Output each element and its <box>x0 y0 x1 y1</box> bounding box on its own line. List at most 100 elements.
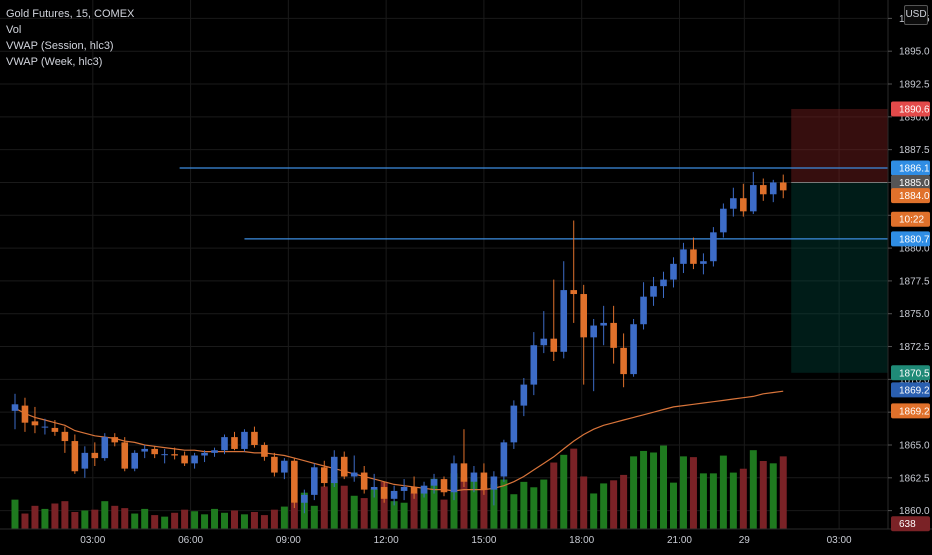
candle <box>91 442 99 466</box>
candle-body <box>700 261 707 264</box>
time-tick-label: 15:00 <box>471 535 496 546</box>
price-tick-label: 1860.0 <box>899 506 930 517</box>
candle <box>750 171 757 214</box>
volume-bar <box>71 512 79 529</box>
legend-vwap-week[interactable]: VWAP (Week, hlc3) <box>6 56 103 68</box>
candle-body <box>11 404 19 411</box>
candle-body <box>590 325 597 338</box>
candle <box>281 458 288 480</box>
candle <box>779 174 787 199</box>
candle <box>21 397 29 432</box>
volume-bar <box>81 510 89 529</box>
candle <box>420 481 428 498</box>
price-tick-label: 1880.0 <box>899 244 930 255</box>
candle-body <box>340 456 348 477</box>
candle <box>380 481 388 503</box>
volume-bar <box>650 452 658 529</box>
candle-body <box>740 198 747 212</box>
candle-body <box>261 444 268 457</box>
candle <box>201 450 208 463</box>
price-label-box <box>891 382 930 398</box>
candle-body <box>360 472 368 490</box>
volume-bar <box>769 463 777 529</box>
candle <box>141 444 148 459</box>
volume-bar <box>610 480 618 529</box>
price-tick-label: 1865.0 <box>899 440 930 451</box>
volume-bar <box>510 494 518 529</box>
candle-body <box>380 486 388 499</box>
candle-body <box>320 467 328 484</box>
candle <box>590 318 597 392</box>
volume-bar <box>21 513 29 529</box>
volume-bar <box>590 493 598 529</box>
volume-bar <box>490 484 498 529</box>
candle <box>370 473 378 498</box>
volume-bar <box>290 502 298 529</box>
chart-legend: Gold Futures, 15, COMEX Vol VWAP (Sessio… <box>6 6 134 70</box>
candle-body <box>281 460 288 473</box>
candle-body <box>330 456 338 484</box>
candle <box>181 451 188 466</box>
candle <box>490 471 498 506</box>
price-label-box <box>891 160 930 176</box>
candle <box>350 455 358 482</box>
candle <box>540 311 548 354</box>
candle-body <box>660 279 667 287</box>
candle <box>330 450 338 487</box>
candle <box>161 448 168 464</box>
candle <box>311 463 318 501</box>
take-profit-zone <box>791 182 888 373</box>
volume-bar <box>270 509 278 529</box>
volume-bar <box>191 511 199 529</box>
price-label: 1885.0 <box>899 178 930 189</box>
candle-body <box>550 338 558 352</box>
legend-vol[interactable]: Vol <box>6 24 22 36</box>
candle-body <box>520 384 528 406</box>
price-tick-label: 1870.0 <box>899 375 930 386</box>
volume-bar <box>480 487 488 529</box>
candle <box>71 434 79 474</box>
price-label: 1870.5 <box>899 368 930 379</box>
candle-body <box>490 476 498 490</box>
candle <box>759 178 767 201</box>
currency-button[interactable]: USD <box>904 5 928 25</box>
volume-bar <box>580 476 588 529</box>
volume-bar <box>240 514 248 529</box>
legend-vwap-session[interactable]: VWAP (Session, hlc3) <box>6 40 114 52</box>
candle-body <box>670 263 677 280</box>
candle-body <box>21 405 29 423</box>
candle-body <box>221 437 228 451</box>
candle-body <box>690 249 697 264</box>
price-axis <box>888 0 932 550</box>
candle-body <box>769 182 777 195</box>
candle-body <box>640 296 647 325</box>
time-tick-label: 21:00 <box>667 535 692 546</box>
candle <box>550 279 558 361</box>
volume-bar <box>111 505 119 529</box>
volume-bar <box>450 473 458 529</box>
candle-body <box>81 452 89 469</box>
candle-body <box>131 452 139 469</box>
candle <box>460 429 468 487</box>
candle-body <box>500 442 508 477</box>
candle <box>510 400 518 449</box>
volume-bar <box>669 482 677 529</box>
volume-bar <box>460 478 468 529</box>
symbol-title[interactable]: Gold Futures, 15, COMEX <box>6 8 135 20</box>
time-tick-label: 03:00 <box>827 535 852 546</box>
price-label: 638 <box>899 519 916 530</box>
volume-bar <box>560 454 568 529</box>
candle <box>690 237 697 270</box>
vwap-session-line <box>14 390 784 492</box>
volume-bar <box>679 456 687 529</box>
candle-body <box>171 454 178 456</box>
candle-body <box>111 437 119 443</box>
candle <box>11 393 19 430</box>
candle <box>640 282 647 330</box>
candle-body <box>141 448 148 452</box>
time-tick-label: 18:00 <box>569 535 594 546</box>
volume-bar <box>530 487 538 529</box>
candles <box>11 171 787 514</box>
